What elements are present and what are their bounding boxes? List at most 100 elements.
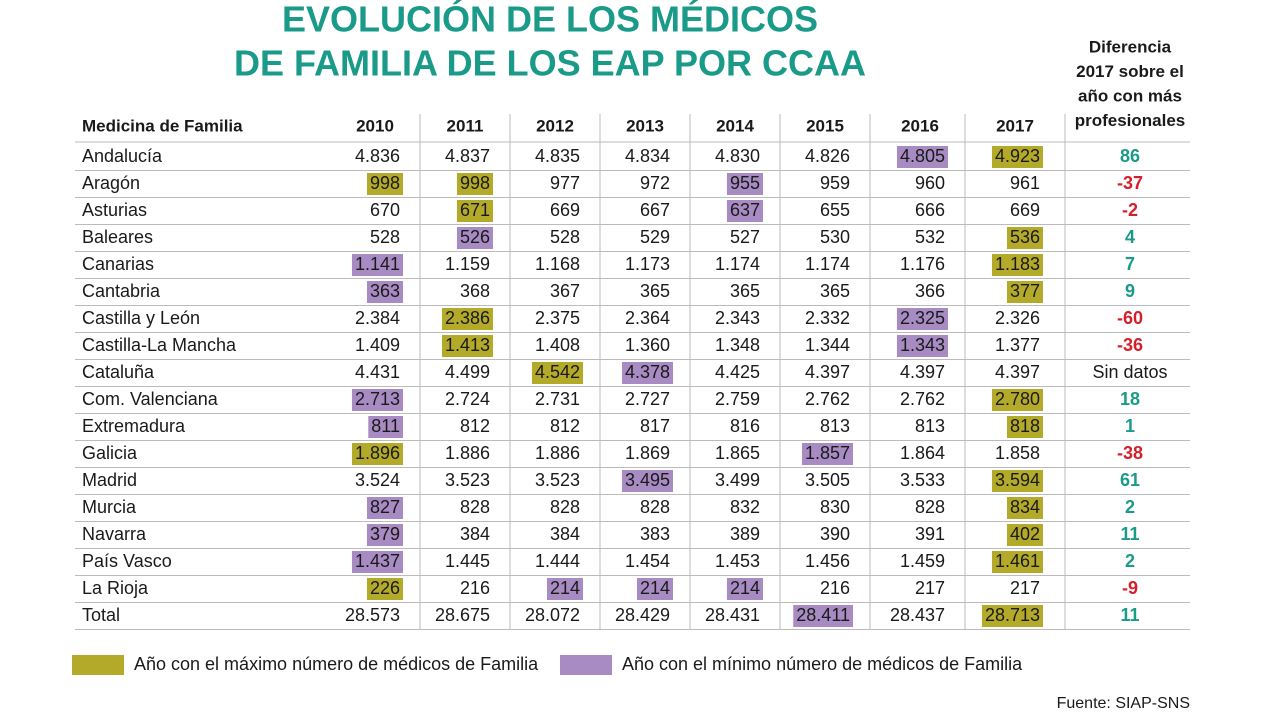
cell-value: 3.523 <box>445 470 490 490</box>
highlight <box>726 200 763 222</box>
cell-value: 637 <box>730 200 760 220</box>
cell-value: 1.858 <box>995 443 1040 463</box>
legend-label: Año con el máximo número de médicos de F… <box>134 654 539 674</box>
cell-value: 669 <box>550 200 580 220</box>
highlight <box>1006 524 1043 546</box>
cell-value: 384 <box>460 524 490 544</box>
highlight <box>981 605 1043 627</box>
cell-value: 530 <box>820 227 850 247</box>
cell-value: 2.375 <box>535 308 580 328</box>
highlight <box>991 146 1043 168</box>
cell-value: 1.461 <box>995 551 1040 571</box>
header-year: 2012 <box>536 116 574 135</box>
cell-value: 2.326 <box>995 308 1040 328</box>
region: Navarra <box>82 524 147 544</box>
region: Com. Valenciana <box>82 389 219 409</box>
diff-value: -37 <box>1117 173 1143 193</box>
cell-value: 828 <box>550 497 580 517</box>
highlight <box>1006 416 1043 438</box>
diff-value: 1 <box>1125 416 1135 436</box>
cell-value: 666 <box>915 200 945 220</box>
highlight <box>351 254 403 276</box>
diff-value: 2 <box>1125 497 1135 517</box>
highlight <box>366 524 403 546</box>
diff-value: 86 <box>1120 146 1140 166</box>
cell-value: 3.499 <box>715 470 760 490</box>
cell-value: 3.495 <box>625 470 670 490</box>
cell-value: 2.724 <box>445 389 490 409</box>
highlight <box>621 362 673 384</box>
cell-value: 998 <box>370 173 400 193</box>
cell-value: 655 <box>820 200 850 220</box>
highlight <box>366 281 403 303</box>
cell-value: 3.594 <box>995 470 1040 490</box>
header-year: 2014 <box>716 116 754 135</box>
cell-value: 1.886 <box>535 443 580 463</box>
region: Extremadura <box>82 416 186 436</box>
cell-value: 1.174 <box>805 254 850 274</box>
highlight <box>991 389 1043 411</box>
cell-value: 830 <box>820 497 850 517</box>
cell-value: 4.805 <box>900 146 945 166</box>
cell-value: 28.431 <box>705 605 760 625</box>
cell-value: 1.444 <box>535 551 580 571</box>
cell-value: 528 <box>550 227 580 247</box>
highlight <box>896 335 948 357</box>
cell-value: 1.445 <box>445 551 490 571</box>
cell-value: 1.344 <box>805 335 850 355</box>
region: Andalucía <box>82 146 163 166</box>
title: EVOLUCIÓN DE LOS MÉDICOS <box>282 0 818 40</box>
cell-value: 811 <box>371 416 400 436</box>
cell-value: 813 <box>820 416 850 436</box>
region: Aragón <box>82 173 140 193</box>
cell-value: 4.397 <box>805 362 850 382</box>
cell-value: 389 <box>730 524 760 544</box>
cell-value: 1.141 <box>355 254 400 274</box>
region: Galicia <box>82 443 138 463</box>
cell-value: 2.343 <box>715 308 760 328</box>
legend-swatch <box>72 655 124 675</box>
cell-value: 217 <box>915 578 945 598</box>
cell-value: 1.437 <box>355 551 400 571</box>
region: Castilla-La Mancha <box>82 335 237 355</box>
cell-value: 1.360 <box>625 335 670 355</box>
cell-value: 960 <box>915 173 945 193</box>
cell-value: 4.836 <box>355 146 400 166</box>
cell-value: 670 <box>370 200 400 220</box>
cell-value: 4.835 <box>535 146 580 166</box>
diff-value: 2 <box>1125 551 1135 571</box>
cell-value: 2.325 <box>900 308 945 328</box>
region: Cantabria <box>82 281 161 301</box>
cell-value: 828 <box>460 497 490 517</box>
header-year: 2015 <box>806 116 844 135</box>
cell-value: 216 <box>460 578 490 598</box>
region: Cataluña <box>82 362 155 382</box>
cell-value: 812 <box>460 416 490 436</box>
highlight <box>351 443 403 465</box>
highlight <box>366 497 403 519</box>
highlight <box>366 173 403 195</box>
cell-value: 4.923 <box>995 146 1040 166</box>
cell-value: 28.429 <box>615 605 670 625</box>
cell-value: 1.869 <box>625 443 670 463</box>
cell-value: 1.168 <box>535 254 580 274</box>
cell-value: 28.437 <box>890 605 945 625</box>
diff-value: 61 <box>1120 470 1140 490</box>
cell-value: 2.727 <box>625 389 670 409</box>
diff-value: 11 <box>1120 605 1139 625</box>
cell-value: 2.364 <box>625 308 670 328</box>
diff-value: 4 <box>1125 227 1135 247</box>
cell-value: 2.731 <box>535 389 580 409</box>
header-label: Medicina de Familia <box>82 116 243 135</box>
cell-value: 2.386 <box>445 308 490 328</box>
region: Total <box>82 605 120 625</box>
highlight <box>621 470 673 492</box>
cell-value: 1.413 <box>445 335 490 355</box>
cell-value: 827 <box>370 497 400 517</box>
highlight <box>991 470 1043 492</box>
cell-value: 28.072 <box>525 605 580 625</box>
cell-value: 1.886 <box>445 443 490 463</box>
diff-value: -2 <box>1122 200 1138 220</box>
cell-value: 214 <box>730 578 760 598</box>
title: DE FAMILIA DE LOS EAP POR CCAA <box>234 43 866 84</box>
